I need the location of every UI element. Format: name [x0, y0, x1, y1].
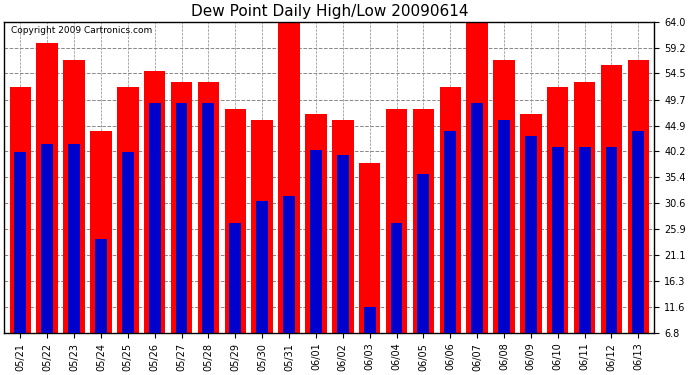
Bar — [525, 136, 537, 333]
Bar — [386, 109, 407, 333]
Bar — [95, 239, 107, 333]
Bar — [440, 87, 461, 333]
Bar — [202, 104, 215, 333]
Bar — [633, 130, 644, 333]
Bar — [552, 147, 564, 333]
Bar — [305, 114, 326, 333]
Bar — [520, 114, 542, 333]
Bar — [256, 201, 268, 333]
Bar — [493, 60, 515, 333]
Bar — [391, 223, 402, 333]
Bar — [466, 22, 488, 333]
Bar — [90, 130, 112, 333]
Bar — [444, 130, 456, 333]
Bar — [471, 104, 483, 333]
Bar — [601, 65, 622, 333]
Bar — [171, 82, 193, 333]
Bar — [498, 120, 510, 333]
Bar — [413, 109, 434, 333]
Bar — [574, 82, 595, 333]
Bar — [68, 144, 80, 333]
Bar — [41, 144, 53, 333]
Bar — [197, 82, 219, 333]
Bar — [359, 163, 380, 333]
Bar — [14, 152, 26, 333]
Bar — [337, 155, 348, 333]
Bar — [176, 104, 188, 333]
Bar — [283, 196, 295, 333]
Bar — [144, 71, 166, 333]
Bar — [332, 120, 353, 333]
Bar — [417, 174, 429, 333]
Bar — [251, 120, 273, 333]
Bar — [628, 60, 649, 333]
Bar — [149, 104, 161, 333]
Bar — [364, 308, 375, 333]
Text: Copyright 2009 Cartronics.com: Copyright 2009 Cartronics.com — [10, 26, 152, 35]
Bar — [10, 87, 31, 333]
Bar — [579, 147, 591, 333]
Bar — [122, 152, 134, 333]
Bar — [117, 87, 139, 333]
Bar — [310, 150, 322, 333]
Bar — [37, 44, 58, 333]
Bar — [224, 109, 246, 333]
Bar — [278, 22, 299, 333]
Bar — [547, 87, 569, 333]
Bar — [229, 223, 242, 333]
Title: Dew Point Daily High/Low 20090614: Dew Point Daily High/Low 20090614 — [190, 4, 468, 19]
Bar — [606, 147, 618, 333]
Bar — [63, 60, 85, 333]
